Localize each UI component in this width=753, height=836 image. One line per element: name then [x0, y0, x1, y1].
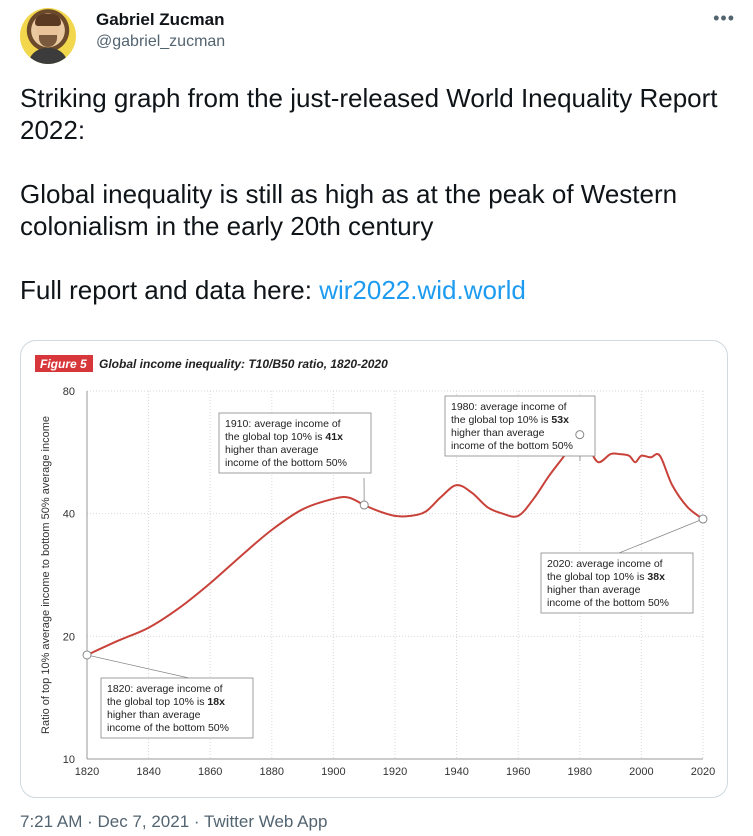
- y-tick-label: 10: [63, 754, 75, 766]
- annotation-text: higher than average: [225, 444, 319, 456]
- series-line: [86, 433, 704, 656]
- y-tick-label: 20: [63, 631, 75, 643]
- annotation-text: the global top 10% is 38x: [547, 571, 665, 583]
- annotation-text: higher than average: [547, 584, 641, 596]
- figure-badge: [35, 355, 93, 372]
- annotation-box: [218, 412, 372, 474]
- y-tick-label: 80: [63, 386, 75, 398]
- x-tick-label: 1820: [75, 766, 99, 778]
- x-tick-label: 2020: [691, 766, 715, 778]
- x-tick-label: 1880: [260, 766, 284, 778]
- annotation-leader-line: [618, 518, 704, 554]
- x-tick-label: 2000: [629, 766, 653, 778]
- x-tick-label: 1920: [383, 766, 407, 778]
- tweet-body: Striking graph from the just-released Wo…: [20, 82, 735, 306]
- tweet-paragraph: Striking graph from the just-released Wo…: [20, 83, 718, 145]
- x-tick-label: 1840: [136, 766, 160, 778]
- x-tick-label: 1980: [568, 766, 592, 778]
- highlight-point: [698, 514, 708, 524]
- more-options-icon[interactable]: •••: [713, 8, 735, 28]
- author-handle[interactable]: @gabriel_zucman: [96, 33, 226, 50]
- report-link[interactable]: wir2022.wid.world: [319, 275, 526, 305]
- avatar[interactable]: [20, 8, 76, 64]
- annotation-text: 1910: average income of: [225, 418, 341, 430]
- avatar-hair: [35, 14, 61, 26]
- y-axis-label: Ratio of top 10% average income to botto…: [40, 416, 52, 734]
- tweet-paragraph: Global inequality is still as high as at…: [20, 179, 678, 241]
- annotation-text: income of the bottom 50%: [225, 457, 347, 469]
- tweet-paragraph: Full report and data here: wir2022.wid.w…: [20, 274, 735, 306]
- x-tick-label: 1940: [444, 766, 468, 778]
- tweet-header: Gabriel Zucman @gabriel_zucman •••: [20, 8, 735, 64]
- annotation-text: income of the bottom 50%: [451, 440, 573, 452]
- media-card[interactable]: Figure 5 Global income inequality: T10/B5…: [20, 340, 728, 798]
- annotation-leader-line: [86, 654, 190, 679]
- figure-label: Figure 5: [40, 357, 87, 371]
- annotation-box: [444, 395, 596, 457]
- annotation-text: 1820: average income of: [107, 683, 223, 695]
- avatar-shirt: [28, 48, 68, 64]
- highlight-point: [82, 650, 92, 660]
- highlight-point: [359, 500, 369, 510]
- author-name[interactable]: Gabriel Zucman: [96, 10, 225, 29]
- annotation-text: the global top 10% is 41x: [225, 431, 343, 443]
- annotation-text: 1980: average income of: [451, 401, 567, 413]
- x-tick-label: 1860: [198, 766, 222, 778]
- chart: Figure 5 Global income inequality: T10/B5…: [35, 355, 715, 778]
- annotation-text: higher than average: [451, 427, 545, 439]
- chart-title: Global income inequality: T10/B50 ratio,…: [99, 357, 388, 371]
- x-tick-label: 1960: [506, 766, 530, 778]
- tweet-timestamp[interactable]: 7:21 AM · Dec 7, 2021 · Twitter Web App: [20, 812, 328, 831]
- annotation-text: the global top 10% is 53x: [451, 414, 569, 426]
- annotation-box: [540, 552, 694, 614]
- tweet-text-prefix: Full report and data here:: [20, 275, 320, 305]
- x-tick-label: 1900: [321, 766, 345, 778]
- annotation-text: higher than average: [107, 709, 201, 721]
- avatar-beard: [39, 35, 57, 47]
- y-tick-label: 40: [63, 509, 75, 521]
- annotation-text: 2020: average income of: [547, 558, 663, 570]
- annotation-text: income of the bottom 50%: [547, 597, 669, 609]
- annotation-text: the global top 10% is 18x: [107, 696, 225, 708]
- highlight-point: [575, 430, 585, 440]
- annotation-box: [100, 677, 254, 739]
- annotation-text: income of the bottom 50%: [107, 722, 229, 734]
